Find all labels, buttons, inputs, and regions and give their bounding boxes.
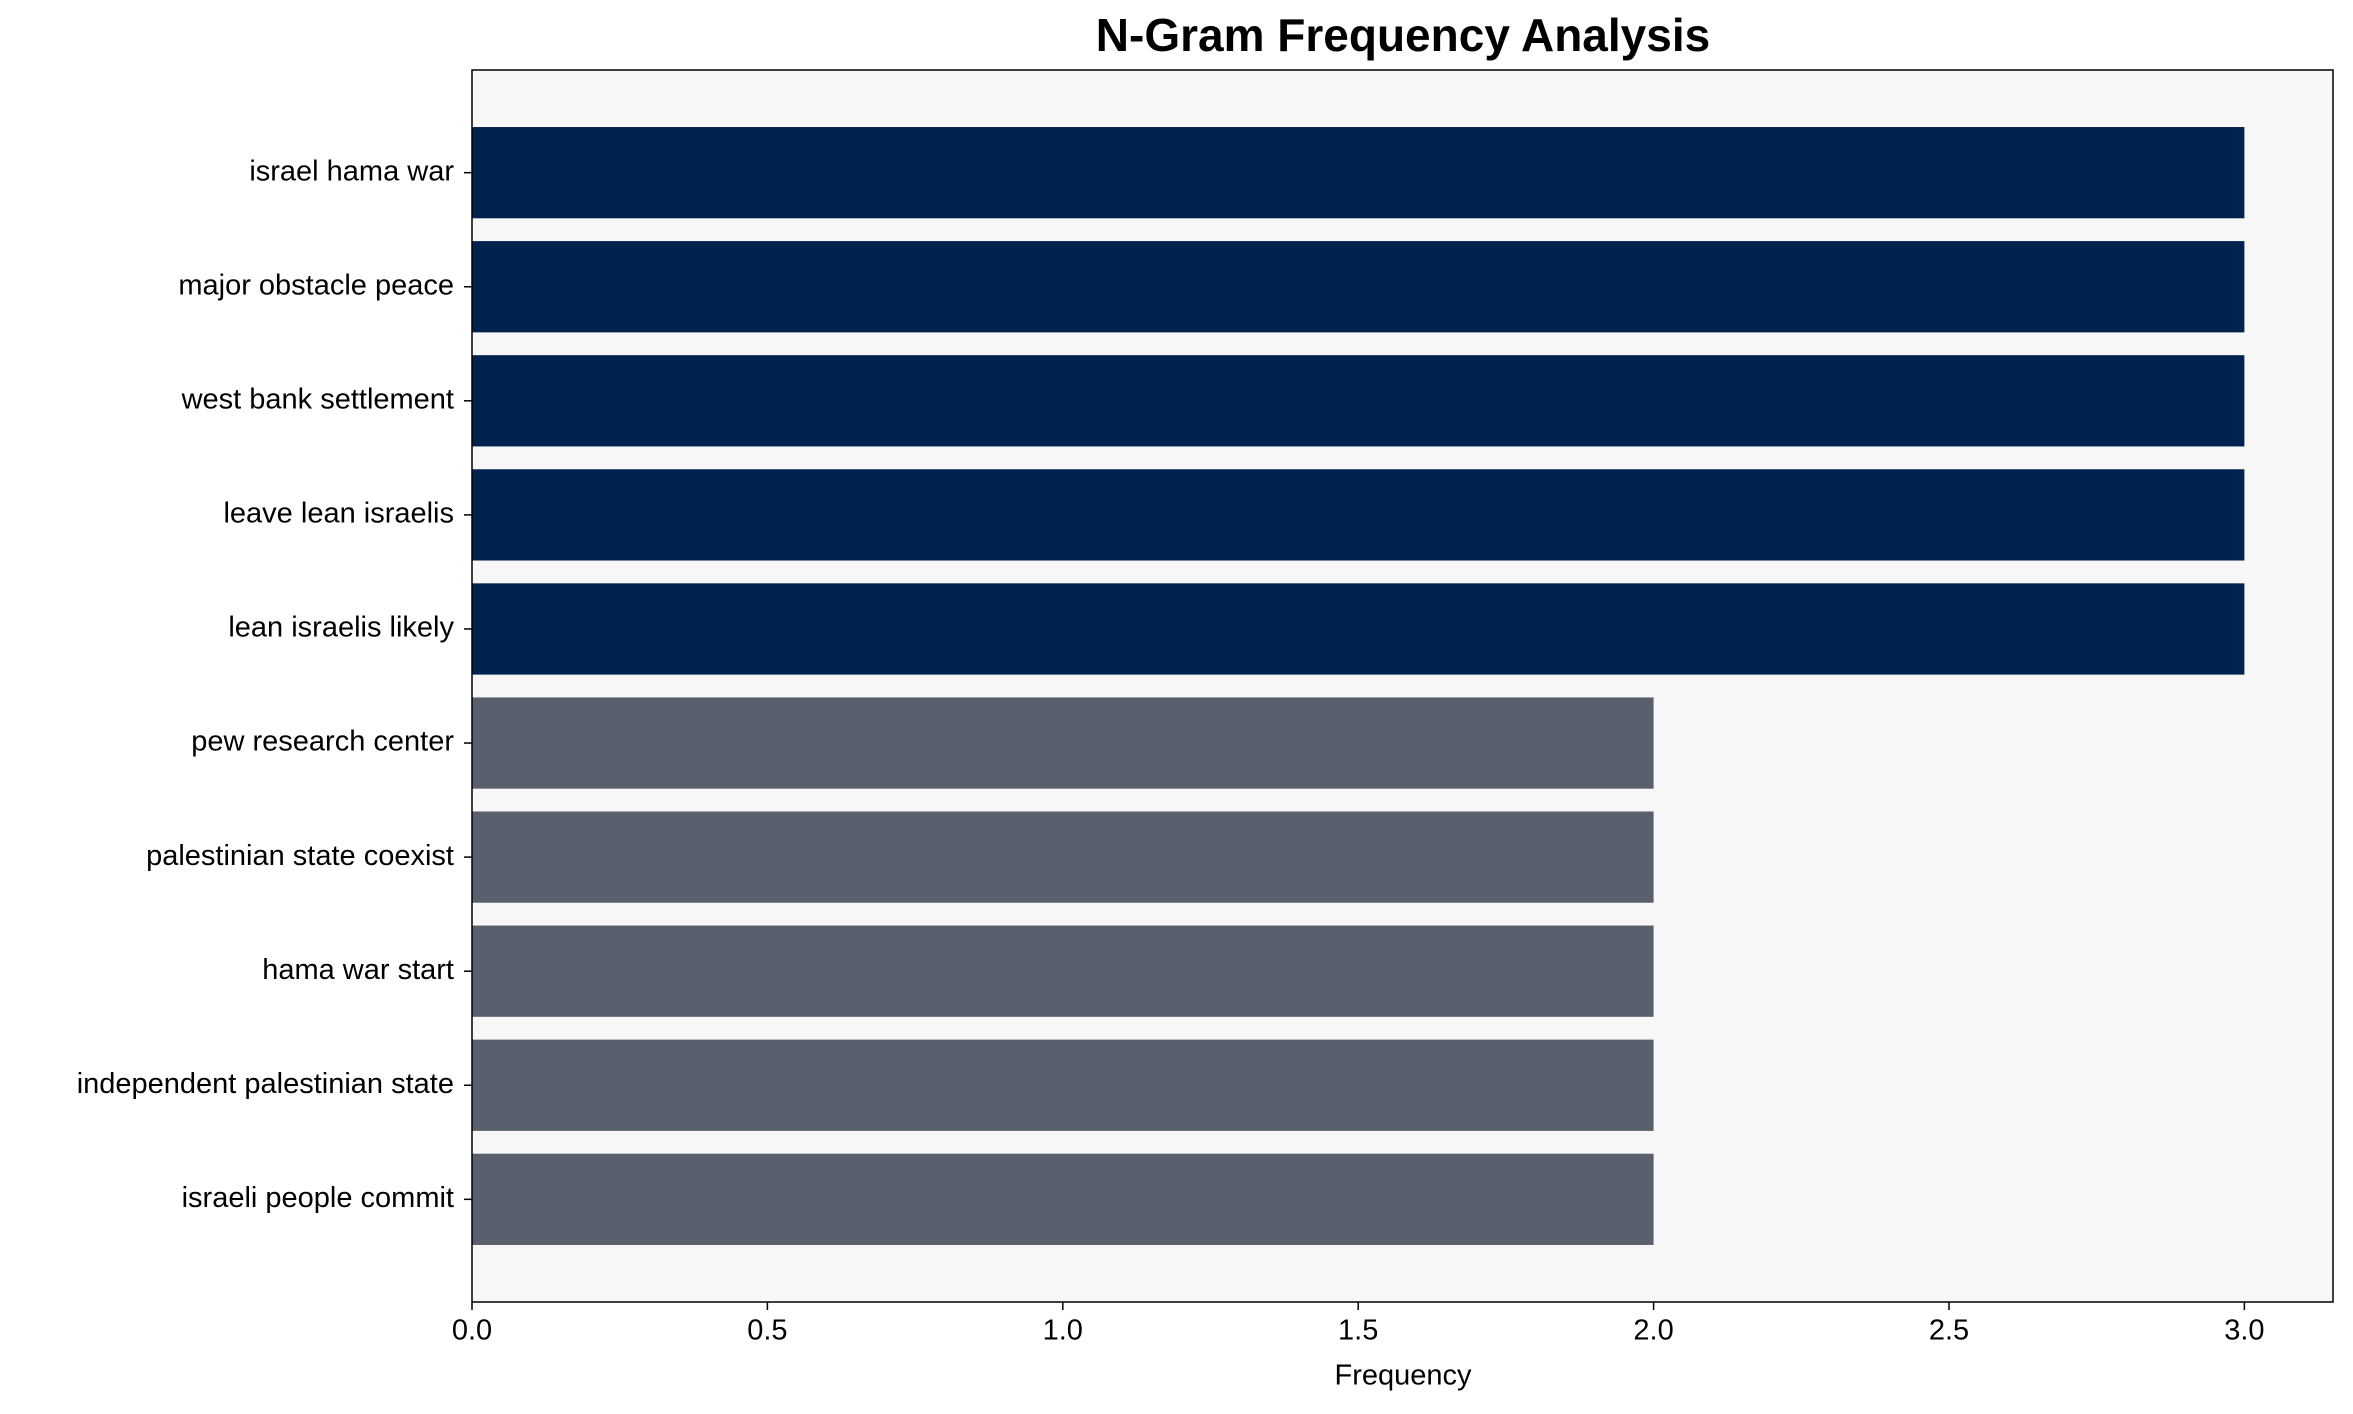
bar: [472, 925, 1654, 1017]
x-axis-label: Frequency: [1334, 1360, 1472, 1392]
bar: [472, 127, 2245, 219]
bar: [472, 355, 2245, 447]
bar: [472, 469, 2245, 561]
x-tick-label: 2.5: [1929, 1315, 1969, 1347]
x-tick-label: 1.0: [1043, 1315, 1083, 1347]
y-tick-label: lean israelis likely: [228, 612, 454, 644]
bar: [472, 697, 1654, 789]
y-tick-label: pew research center: [191, 726, 454, 758]
bar: [472, 583, 2245, 675]
y-tick-label: hama war start: [262, 954, 454, 986]
bar: [472, 811, 1654, 903]
x-tick-label: 3.0: [2224, 1315, 2264, 1347]
chart-title: N-Gram Frequency Analysis: [1096, 9, 1710, 61]
y-tick-label: west bank settlement: [181, 383, 454, 415]
y-tick-label: israeli people commit: [182, 1182, 454, 1214]
y-tick-label: israel hama war: [249, 155, 454, 187]
bar: [472, 1039, 1654, 1131]
bar: [472, 1153, 1654, 1245]
y-tick-label: palestinian state coexist: [146, 840, 454, 872]
x-tick-label: 1.5: [1338, 1315, 1378, 1347]
y-tick-label: major obstacle peace: [178, 269, 454, 301]
bar: [472, 241, 2245, 333]
y-tick-label: leave lean israelis: [223, 498, 454, 530]
y-tick-label: independent palestinian state: [77, 1068, 454, 1100]
x-tick-label: 0.0: [452, 1315, 492, 1347]
x-tick-label: 2.0: [1633, 1315, 1673, 1347]
x-tick-label: 0.5: [747, 1315, 787, 1347]
plot-frame: [471, 69, 2334, 1303]
